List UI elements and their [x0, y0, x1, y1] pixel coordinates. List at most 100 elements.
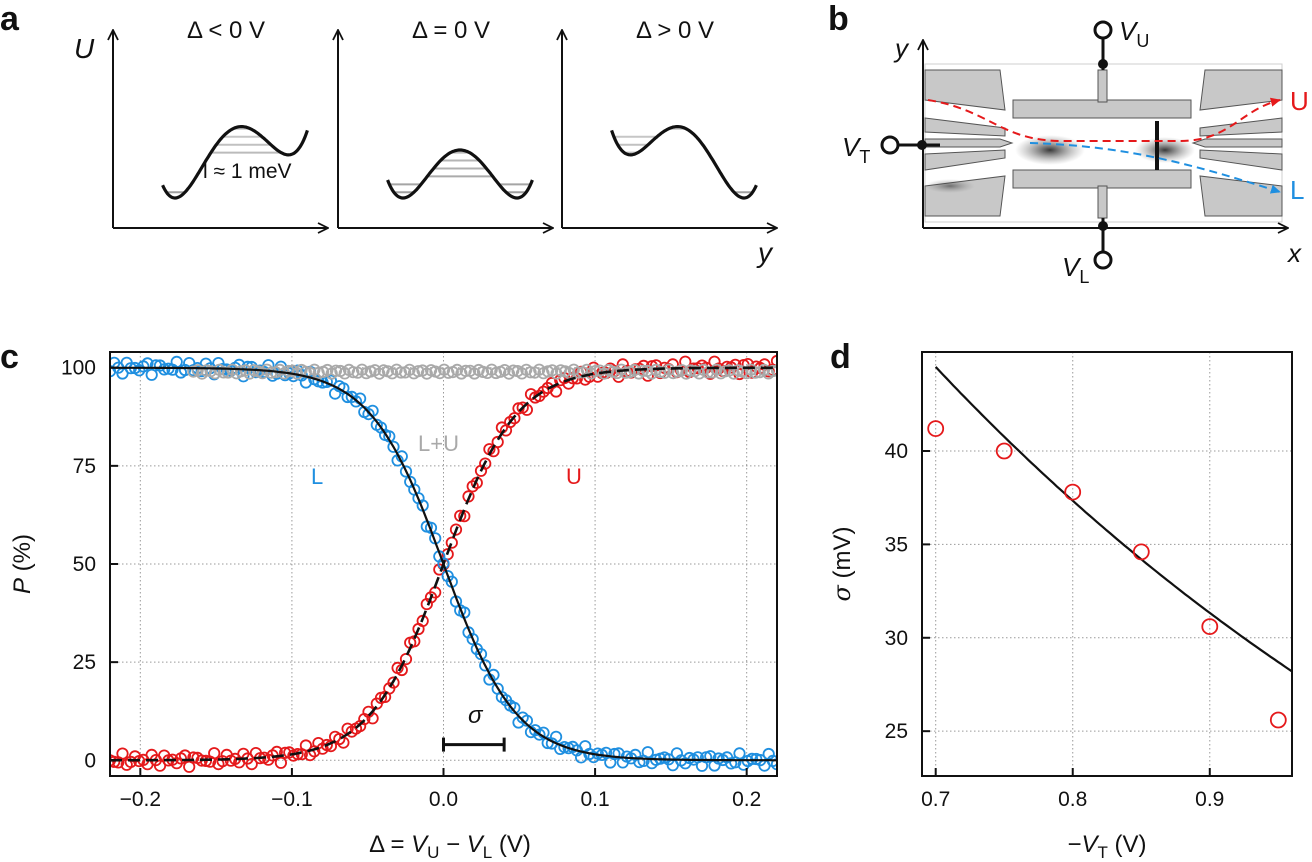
c-point-u [278, 746, 292, 759]
c-point-u [479, 457, 492, 470]
upper-curve-label: U [566, 464, 582, 489]
panel-c-y-label: P (%) [9, 534, 36, 594]
c-point-l [508, 701, 521, 715]
panel-c-x-label: Δ = VU − VL (V) [369, 831, 531, 862]
c-tick-label-y: 25 [73, 651, 96, 674]
gate-top-sub: U [1136, 31, 1149, 51]
contact-bottom [1098, 221, 1108, 231]
panel-d-data [927, 366, 1292, 729]
c-point-l [599, 746, 613, 759]
panel-label-a: a [0, 0, 20, 38]
terminal-top [1093, 20, 1113, 40]
d-point [1132, 543, 1150, 561]
panel-a-x-axis-label: y [756, 237, 774, 268]
c-tick-label-y: 75 [73, 455, 96, 478]
xlabel-c-v1: V [411, 831, 429, 858]
panel-d-y-label: σ (mV) [828, 526, 856, 601]
ylabel-d-sym: σ [828, 585, 856, 602]
panel-label-c: c [0, 338, 19, 376]
potential-wells: Δ < 0 V Δ = 0 V Δ > 0 V [113, 17, 777, 228]
c-point-u [387, 676, 400, 689]
well-title: Δ < 0 V [187, 17, 265, 44]
c-point-u [445, 536, 458, 549]
c-point-l [387, 440, 400, 453]
panel-label-b: b [828, 0, 849, 38]
c-point-l [466, 632, 479, 646]
c-tick-label-x: 0.2 [732, 788, 761, 811]
c-point-l [158, 363, 171, 376]
xlabel-c-a: Δ = [369, 831, 411, 858]
d-fit-curve [934, 366, 1292, 673]
xlabel-d-minus: − [1067, 831, 1081, 858]
c-point-u [216, 755, 229, 768]
d-point [927, 420, 945, 438]
c-tick-label-x: −0.2 [120, 788, 161, 811]
xlabel-d-s: T [1097, 843, 1107, 862]
gate-bottom-sub: L [1079, 267, 1089, 287]
c-point-lu [524, 366, 537, 379]
c-point-u [245, 757, 258, 771]
lower-curve-label: L [311, 464, 323, 489]
panel-c-data [110, 354, 777, 773]
c-point-u [274, 756, 287, 769]
d-point [1201, 618, 1219, 635]
contact-top [1098, 59, 1108, 69]
c-point-u [449, 523, 463, 536]
c-point-l [745, 752, 759, 766]
panel-b-x-label: x [1286, 238, 1302, 268]
c-point-lu [234, 365, 247, 378]
gate-label-bottom: VL [1062, 252, 1089, 287]
panel-a-y-axis-label: U [74, 33, 95, 64]
panel-a: a U y Δ < 0 V Δ = 0 V Δ > 0 V l ≈ 1 meV [0, 0, 777, 268]
c-point-u [491, 435, 504, 449]
d-point [1064, 483, 1082, 501]
xlabel-c-s2: L [483, 843, 492, 862]
d-tick-label-y: 25 [885, 720, 908, 743]
c-point-u [153, 759, 167, 772]
terminal-left [880, 135, 900, 155]
d-point [995, 442, 1013, 460]
well-title: Δ = 0 V [412, 17, 490, 44]
c-point-u [508, 412, 521, 425]
panel-d-x-label: −VT (V) [1067, 831, 1146, 862]
c-point-l [399, 465, 413, 478]
gate-left-symbol: V [842, 132, 862, 162]
c-point-l [541, 736, 554, 750]
c-point-u [208, 747, 221, 760]
density-blob-edge [925, 179, 975, 193]
potential-curve [386, 148, 534, 200]
xlabel-d-unit: (V) [1108, 831, 1147, 858]
c-point-l [437, 557, 450, 570]
contact-left [917, 140, 927, 150]
c-tick-label-x: 0.1 [580, 788, 609, 811]
panel-d: d 0.7 0.8 0.9 25 30 35 40 −VT (V) σ (mV) [828, 338, 1293, 862]
c-point-u [110, 755, 121, 768]
ylabel-c-sym: P [9, 578, 36, 594]
c-tick-label-y: 100 [61, 357, 96, 380]
xlabel-c-v2: V [467, 831, 485, 858]
c-point-lu [589, 364, 602, 378]
gate-label-left: VT [842, 132, 870, 167]
c-tick-label-y: 0 [84, 749, 96, 772]
xlabel-c-unit: (V) [492, 831, 531, 858]
d-tick-label-x: 0.8 [1058, 788, 1087, 811]
d-tick-label-x: 0.7 [921, 788, 950, 811]
d-tick-label-y: 40 [885, 440, 908, 463]
c-point-l [479, 659, 492, 672]
path-label-upper: U [1290, 86, 1309, 116]
path-label-lower: L [1290, 175, 1304, 205]
xlabel-c-s1: U [427, 843, 439, 862]
gate-left-sub: T [859, 147, 870, 167]
c-point-u [549, 385, 563, 398]
c-fit-lower [110, 366, 777, 762]
d-tick-label-y: 35 [885, 533, 908, 556]
c-point-l [549, 730, 563, 743]
panel-d-ticks: 0.7 0.8 0.9 25 30 35 40 [885, 440, 1225, 811]
gate-label-top: VU [1119, 16, 1149, 51]
density-blob-left [1015, 135, 1085, 165]
sigma-scale-bar [442, 737, 506, 752]
panel-label-d: d [830, 338, 851, 376]
potential-curve [610, 125, 758, 200]
d-point [1269, 711, 1287, 729]
